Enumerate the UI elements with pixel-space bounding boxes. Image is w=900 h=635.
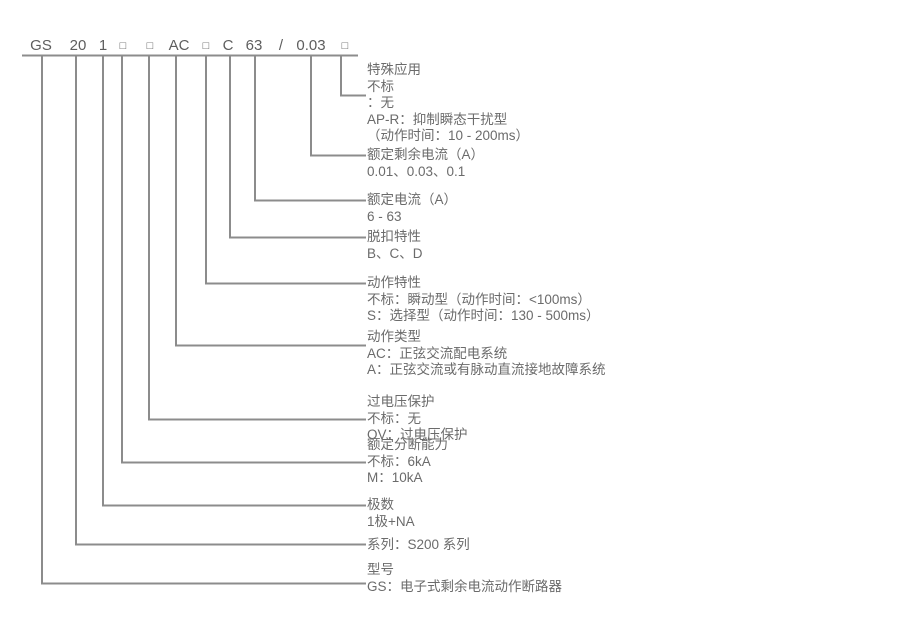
callout-pole-number: 极数 1极+NA	[367, 497, 415, 530]
code-token-20: 20	[69, 37, 87, 54]
callout-line: ：无	[367, 95, 394, 110]
code-token-box-4: □	[341, 40, 349, 52]
callout-line: GS：电子式剩余电流动作断路器	[367, 578, 563, 594]
leader-model	[41, 56, 366, 585]
callout-heading: 过电压保护	[367, 394, 435, 409]
code-token-slash: /	[278, 37, 284, 54]
callout-heading: 额定分断能力	[367, 437, 448, 452]
callout-model: 型号 GS：电子式剩余电流动作断路器	[367, 562, 562, 595]
callout-line: B、C、D	[367, 245, 423, 261]
code-token-box-3: □	[202, 40, 210, 52]
callout-heading: 系列：S200 系列	[367, 537, 470, 552]
code-token-1: 1	[98, 37, 108, 54]
callout-line: 0.01、0.03、0.1	[367, 163, 466, 179]
leader-pole-number	[102, 56, 366, 507]
callout-special-application: 特殊应用 不标 ：无 AP-R：抑制瞬态干扰型 （动作时间：10 - 200ms…	[367, 62, 529, 145]
code-token-63: 63	[245, 37, 263, 54]
callout-overvoltage-protection: 过电压保护 不标：无 OV：过电压保护	[367, 394, 468, 444]
callout-line: AC：正弦交流配电系统	[367, 345, 508, 361]
callout-heading: 动作特性	[367, 275, 421, 290]
callout-line: （动作时间：10 - 200ms）	[367, 128, 530, 143]
callout-line: 不标	[367, 78, 394, 94]
leader-tripping-characteristic	[229, 56, 366, 239]
leader-rated-breaking-capacity	[121, 56, 366, 464]
leader-rated-current	[254, 56, 366, 202]
code-token-c: C	[222, 37, 234, 54]
callout-heading: 型号	[367, 562, 394, 577]
callout-heading: 额定电流（A）	[367, 192, 458, 207]
code-token-003: 0.03	[296, 37, 326, 54]
code-token-gs: GS	[30, 37, 52, 54]
callout-line: 1极+NA	[367, 513, 415, 529]
leader-operating-characteristic	[205, 56, 366, 285]
code-token-box-2: □	[146, 40, 154, 52]
callout-line: 不标：无	[367, 410, 421, 426]
callout-operating-type: 动作类型 AC：正弦交流配电系统 A：正弦交流或有脉动直流接地故障系统	[367, 329, 606, 379]
callout-rated-current: 额定电流（A） 6 - 63	[367, 192, 457, 225]
leader-special-application	[340, 56, 366, 97]
leader-overvoltage-protection	[148, 56, 366, 421]
callout-line: A：正弦交流或有脉动直流接地故障系统	[367, 362, 606, 377]
code-token-box-1: □	[119, 40, 127, 52]
callout-heading: 动作类型	[367, 329, 421, 344]
callout-line: 不标：6kA	[367, 453, 431, 469]
callout-line: M：10kA	[367, 470, 423, 485]
code-token-ac: AC	[168, 37, 190, 54]
callout-rated-breaking-capacity: 额定分断能力 不标：6kA M：10kA	[367, 437, 448, 487]
callout-rated-residual-current: 额定剩余电流（A） 0.01、0.03、0.1	[367, 147, 484, 180]
callout-heading: 额定剩余电流（A）	[367, 147, 485, 162]
leader-series	[75, 56, 366, 546]
callout-line: 6 - 63	[367, 208, 402, 224]
callout-heading: 特殊应用	[367, 62, 421, 77]
leader-operating-type	[175, 56, 366, 347]
callout-tripping-characteristic: 脱扣特性 B、C、D	[367, 229, 423, 262]
callout-line: S：选择型（动作时间：130 - 500ms）	[367, 308, 600, 323]
callout-line: AP-R：抑制瞬态干扰型	[367, 111, 508, 127]
callout-line: 不标：瞬动型（动作时间：<100ms）	[367, 291, 591, 307]
callout-series: 系列：S200 系列	[367, 537, 470, 554]
callout-heading: 脱扣特性	[367, 229, 421, 244]
callout-operating-characteristic: 动作特性 不标：瞬动型（动作时间：<100ms） S：选择型（动作时间：130 …	[367, 275, 600, 325]
leader-rated-residual-current	[310, 56, 366, 157]
callout-line: OV：过电压保护	[367, 427, 468, 442]
callout-heading: 极数	[367, 497, 394, 512]
